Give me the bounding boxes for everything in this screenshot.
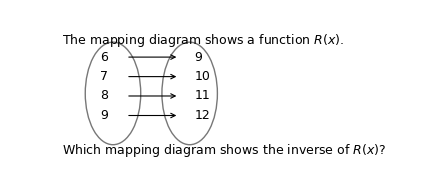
Text: 11: 11 [195, 90, 210, 102]
Text: 10: 10 [195, 70, 210, 83]
Text: Which mapping diagram shows the inverse of $R(x)$?: Which mapping diagram shows the inverse … [62, 142, 386, 159]
Text: 6: 6 [100, 51, 108, 64]
Text: 12: 12 [195, 109, 210, 122]
Text: 7: 7 [100, 70, 108, 83]
Text: The mapping diagram shows a function $R(x)$.: The mapping diagram shows a function $R(… [62, 32, 344, 49]
Text: 8: 8 [100, 90, 108, 102]
Text: 9: 9 [100, 109, 108, 122]
Text: 9: 9 [195, 51, 203, 64]
